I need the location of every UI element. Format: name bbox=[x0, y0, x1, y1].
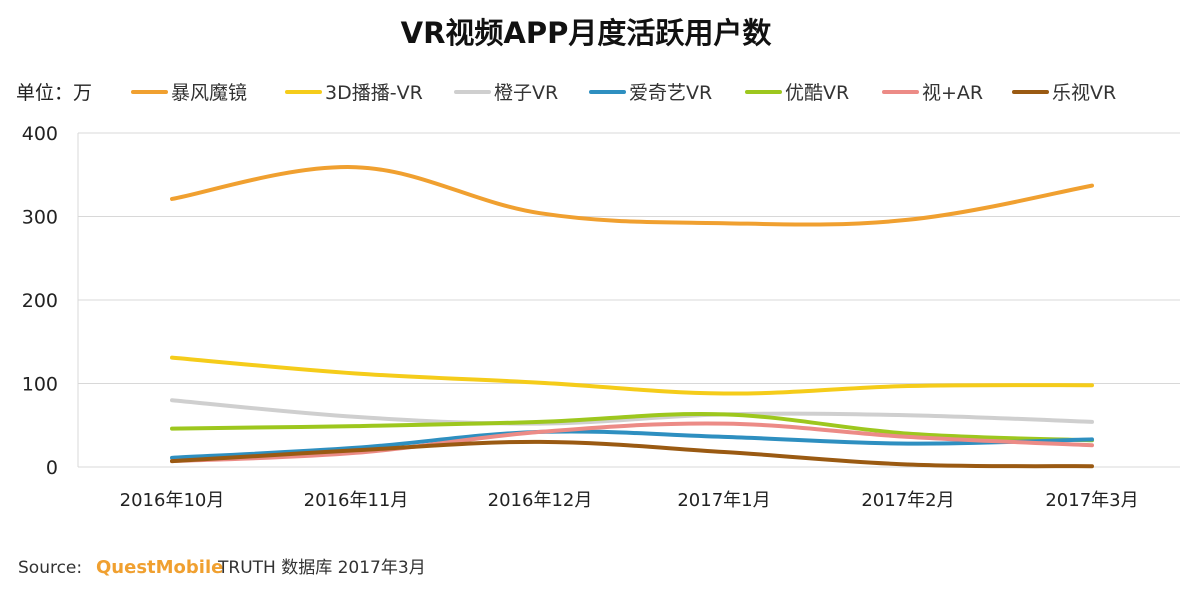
unit-label: 单位：万 bbox=[16, 82, 92, 104]
legend-label: 橙子VR bbox=[494, 82, 558, 104]
x-tick-label: 2016年12月 bbox=[488, 490, 593, 511]
series-line bbox=[170, 421, 1094, 464]
legend-label: 视+AR bbox=[922, 82, 983, 104]
x-tick-label: 2017年2月 bbox=[861, 490, 954, 511]
y-tick-label: 400 bbox=[22, 123, 58, 145]
legend-label: 暴风魔镜 bbox=[171, 82, 247, 104]
source-label: Source: bbox=[18, 558, 82, 578]
series-line bbox=[170, 439, 1094, 469]
x-tick-label: 2016年11月 bbox=[304, 490, 409, 511]
source-note: Source: QuestMobile TRUTH 数据库 2017年3月 bbox=[18, 557, 426, 578]
y-axis: 0 100 200 300 400 bbox=[22, 123, 58, 479]
series-lines bbox=[170, 165, 1094, 469]
legend-label: 3D播播-VR bbox=[325, 82, 423, 104]
series-line bbox=[170, 165, 1094, 227]
legend-label: 爱奇艺VR bbox=[629, 82, 712, 104]
y-tick-label: 200 bbox=[22, 290, 58, 312]
chart-title: VR视频APP月度活跃用户数 bbox=[401, 16, 773, 50]
y-tick-label: 100 bbox=[22, 374, 58, 396]
x-tick-label: 2016年10月 bbox=[120, 490, 225, 511]
x-axis: 2016年10月 2016年11月 2016年12月 2017年1月 2017年2月 20… bbox=[120, 490, 1139, 511]
y-tick-label: 300 bbox=[22, 207, 58, 229]
x-tick-label: 2017年3月 bbox=[1045, 490, 1138, 511]
legend-label: 乐视VR bbox=[1052, 82, 1116, 104]
x-tick-label: 2017年1月 bbox=[677, 490, 770, 511]
series-line bbox=[170, 398, 1094, 426]
legend-label: 优酷VR bbox=[785, 82, 849, 104]
source-brand: QuestMobile bbox=[96, 557, 223, 578]
y-tick-label: 0 bbox=[46, 457, 58, 479]
source-text: TRUTH 数据库 2017年3月 bbox=[217, 558, 426, 578]
series-line bbox=[170, 412, 1094, 443]
series-line bbox=[170, 429, 1094, 460]
series-line bbox=[170, 355, 1094, 396]
legend: 暴风魔镜 3D播播-VR 橙子VR 爱奇艺VR 优酷VR 视+AR 乐视VR bbox=[131, 82, 1116, 104]
